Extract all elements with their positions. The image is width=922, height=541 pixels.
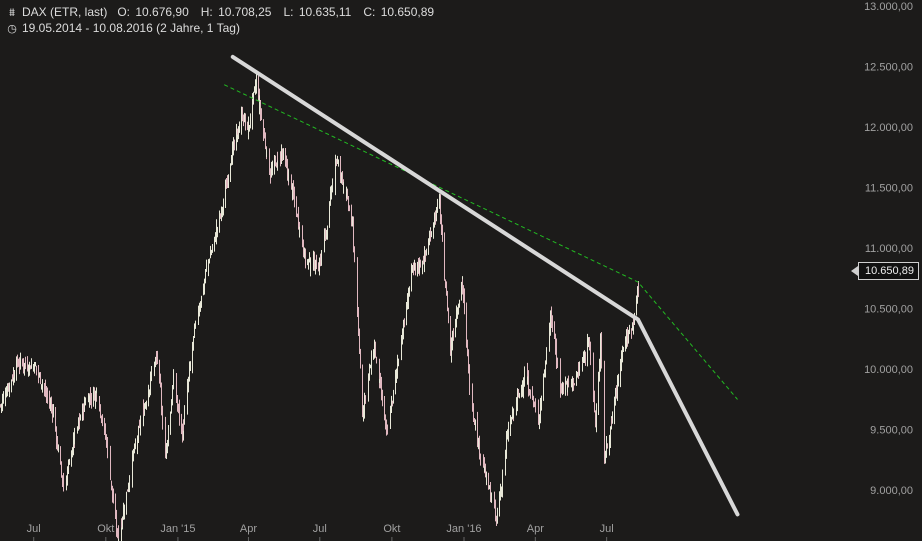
open-label: O: bbox=[117, 5, 131, 19]
y-tick-label: 11.500,00 bbox=[865, 183, 913, 195]
close-value: 10.650,89 bbox=[380, 5, 435, 19]
y-tick-label: 12.000,00 bbox=[864, 122, 913, 134]
x-tick-label: Jan '16 bbox=[446, 523, 481, 535]
dashed-trendline bbox=[223, 84, 738, 400]
high-label: H: bbox=[200, 5, 213, 19]
low-value: 10.635,11 bbox=[298, 5, 352, 19]
candlestick-series bbox=[0, 73, 639, 541]
y-tick-label: 12.500,00 bbox=[864, 62, 913, 74]
solid-trendline bbox=[230, 54, 740, 517]
y-tick-label: 13.000,00 bbox=[864, 1, 913, 13]
y-tick-label: 10.000,00 bbox=[864, 364, 913, 376]
y-tick-label: 10.500,00 bbox=[864, 304, 913, 316]
x-tick-label: Jul bbox=[313, 523, 327, 535]
x-tick-label: Okt bbox=[383, 523, 400, 535]
y-tick-label: 9.000,00 bbox=[870, 485, 913, 497]
y-tick-label: 11.000,00 bbox=[865, 243, 913, 255]
x-tick-label: Apr bbox=[240, 523, 257, 535]
instrument-label: DAX (ETR, last) bbox=[22, 5, 108, 19]
y-tick-label: 9.500,00 bbox=[870, 425, 913, 437]
x-tick-label: Okt bbox=[97, 523, 114, 535]
x-tick-label: Jul bbox=[600, 523, 614, 535]
trendlines bbox=[223, 54, 740, 517]
chart-header: ⩩ DAX (ETR, last) O: 10.676,90 H: 10.708,25… bbox=[6, 5, 434, 20]
close-label: C: bbox=[363, 5, 376, 19]
last-price-badge: 10.650,89 bbox=[851, 262, 919, 280]
high-value: 10.708,25 bbox=[218, 5, 272, 19]
date-range-header: ◷ 19.05.2014 - 10.08.2016 (2 Jahre, 1 Tag… bbox=[6, 21, 240, 35]
x-tick-label: Jan '15 bbox=[160, 523, 195, 535]
x-tick-label: Jul bbox=[27, 523, 41, 535]
x-axis: Jul Okt Jan '15 Apr Jul Okt Jan '16 Apr Jul bbox=[27, 523, 614, 541]
x-tick-label: Apr bbox=[527, 523, 544, 535]
ohlc-values: O: 10.676,90 H: 10.708,25 L: 10.635,11 C: 1… bbox=[115, 5, 434, 19]
low-label: L: bbox=[283, 5, 294, 19]
candlestick-chart-icon[interactable]: ⩩ bbox=[9, 7, 15, 19]
clock-icon[interactable]: ◷ bbox=[7, 23, 17, 35]
y-axis: 9.000,00 9.500,00 10.000,00 10.500,00 11.000… bbox=[864, 1, 913, 497]
open-value: 10.676,90 bbox=[135, 5, 189, 19]
date-range-label: 19.05.2014 - 10.08.2016 (2 Jahre, 1 Tag) bbox=[22, 21, 240, 35]
